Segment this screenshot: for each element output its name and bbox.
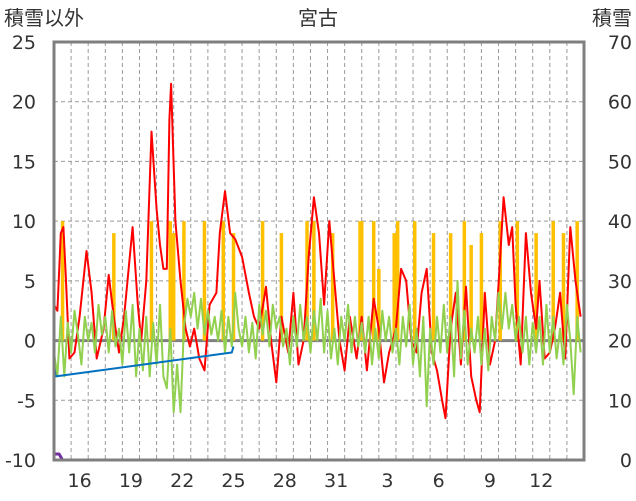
precipitation-bar bbox=[377, 268, 381, 341]
precipitation-bars bbox=[60, 221, 579, 341]
precipitation-bar bbox=[371, 221, 376, 341]
series-lines bbox=[53, 82, 584, 462]
precipitation-bar bbox=[221, 221, 226, 341]
precipitation-bar bbox=[561, 233, 566, 341]
x-tick-label: 9 bbox=[484, 470, 496, 492]
right-tick-label: 0 bbox=[620, 450, 632, 472]
left-tick-label: 0 bbox=[24, 331, 36, 353]
left-tick-label: 25 bbox=[12, 32, 36, 54]
precipitation-bar bbox=[534, 233, 538, 341]
precipitation-bar bbox=[330, 233, 335, 341]
right-axis-label: 積雪 bbox=[592, 6, 632, 30]
precipitation-bar bbox=[168, 221, 173, 341]
precipitation-bar bbox=[171, 233, 176, 341]
right-tick-label: 50 bbox=[608, 151, 632, 173]
precipitation-bar bbox=[279, 233, 284, 341]
precipitation-bar bbox=[149, 221, 154, 341]
right-y-axis: 70 60 50 40 30 20 10 0 bbox=[608, 32, 632, 472]
left-tick-label: 15 bbox=[12, 151, 36, 173]
precipitation-bar bbox=[448, 233, 453, 341]
precipitation-bar bbox=[479, 233, 484, 341]
x-tick-label: 28 bbox=[273, 470, 297, 492]
precipitation-bar bbox=[112, 233, 116, 341]
x-tick-label: 16 bbox=[68, 470, 92, 492]
precipitation-bar bbox=[498, 221, 502, 341]
precipitation-bar bbox=[202, 221, 207, 341]
precipitation-bar bbox=[60, 221, 65, 341]
precipitation-bar bbox=[469, 245, 473, 341]
precipitation-bar bbox=[575, 221, 579, 341]
precipitation-bar bbox=[551, 221, 555, 341]
x-axis: 16 19 22 25 28 31 3 6 9 12 bbox=[68, 470, 554, 492]
temperature-line bbox=[53, 279, 582, 414]
precipitation-bar bbox=[431, 233, 436, 341]
precipitation-bar bbox=[462, 221, 467, 341]
left-tick-label: 10 bbox=[12, 211, 36, 233]
right-tick-label: 70 bbox=[608, 32, 632, 54]
x-tick-label: 31 bbox=[324, 470, 348, 492]
x-tick-label: 12 bbox=[529, 470, 553, 492]
precipitation-bar bbox=[312, 221, 316, 341]
precipitation-bar bbox=[260, 221, 265, 341]
precipitation-bar bbox=[392, 233, 396, 341]
precipitation-bar bbox=[182, 221, 186, 341]
x-tick-label: 22 bbox=[170, 470, 194, 492]
chart-title: 宮古 bbox=[298, 6, 338, 30]
right-tick-label: 10 bbox=[608, 390, 632, 412]
x-tick-label: 19 bbox=[119, 470, 143, 492]
right-tick-label: 20 bbox=[608, 331, 632, 353]
precipitation-bar bbox=[231, 233, 236, 341]
right-tick-label: 40 bbox=[608, 211, 632, 233]
plot-frame bbox=[52, 40, 586, 462]
precipitation-bar bbox=[412, 221, 417, 341]
left-tick-label: 20 bbox=[12, 92, 36, 114]
left-tick-label: -5 bbox=[17, 390, 36, 412]
left-axis-label: 積雪以外 bbox=[4, 6, 84, 30]
left-tick-label: -10 bbox=[5, 450, 36, 472]
x-tick-label: 3 bbox=[381, 470, 393, 492]
left-tick-label: 5 bbox=[24, 271, 36, 293]
left-y-axis: 25 20 15 10 5 0 -5 -10 bbox=[5, 32, 36, 472]
x-tick-label: 6 bbox=[433, 470, 445, 492]
precipitation-bar bbox=[515, 221, 520, 341]
right-tick-label: 60 bbox=[608, 92, 632, 114]
right-tick-label: 30 bbox=[608, 271, 632, 293]
precipitation-bar bbox=[395, 221, 400, 341]
precipitation-bar bbox=[359, 221, 364, 341]
x-tick-label: 25 bbox=[221, 470, 245, 492]
